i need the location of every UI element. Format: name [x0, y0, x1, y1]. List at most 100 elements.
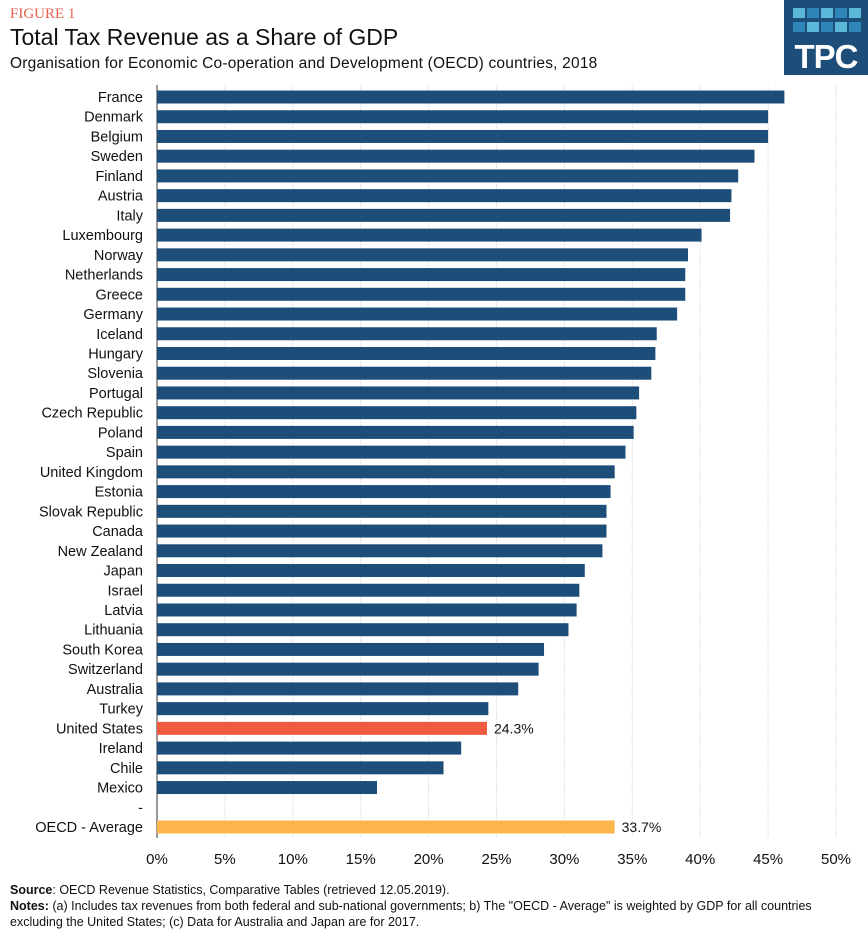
category-label: Netherlands: [65, 268, 143, 284]
category-label: Finland: [95, 169, 143, 185]
bar-luxembourg: [157, 228, 702, 242]
x-tick-label: 10%: [278, 851, 308, 868]
category-label: Slovenia: [87, 366, 144, 382]
category-label: -: [138, 800, 143, 816]
category-label: Luxembourg: [62, 228, 143, 244]
category-label: Slovak Republic: [39, 504, 143, 520]
logo-square: [821, 8, 833, 18]
logo-square: [807, 22, 819, 32]
bar-finland: [157, 169, 739, 183]
bar-austria: [157, 189, 732, 203]
bar-portugal: [157, 386, 640, 400]
data-label: 33.7%: [622, 819, 662, 835]
bar-switzerland: [157, 662, 539, 676]
category-label: Lithuania: [84, 623, 144, 639]
bar-united-kingdom: [157, 465, 615, 479]
category-label: Japan: [103, 564, 143, 580]
category-label: Hungary: [88, 346, 144, 362]
notes-label: Notes:: [10, 899, 49, 913]
bar-slovak-republic: [157, 504, 607, 518]
bar-turkey: [157, 702, 489, 716]
category-label: Belgium: [91, 129, 143, 145]
bar-lithuania: [157, 623, 569, 637]
chart-title: Total Tax Revenue as a Share of GDP: [10, 24, 399, 50]
bar-spain: [157, 445, 626, 459]
category-label: Sweden: [91, 149, 143, 165]
logo-square: [793, 22, 805, 32]
data-label: 24.3%: [494, 720, 534, 736]
bar-norway: [157, 248, 688, 262]
bar-estonia: [157, 485, 611, 499]
x-tick-label: 45%: [753, 851, 783, 868]
footer: Source: OECD Revenue Statistics, Compara…: [10, 882, 860, 930]
bar-greece: [157, 287, 686, 301]
category-label: Portugal: [89, 386, 143, 402]
bar-oecd-average: [157, 820, 615, 834]
bar-belgium: [157, 129, 769, 143]
bar-italy: [157, 208, 731, 222]
category-label: Poland: [98, 425, 143, 441]
bar-mexico: [157, 781, 377, 795]
tpc-logo: TPC: [784, 0, 868, 75]
category-label: Latvia: [104, 603, 144, 619]
logo-square: [849, 22, 861, 32]
bar-hungary: [157, 346, 656, 360]
bar-chart: 0% 5% 10% 15% 20% 25% 30% 35% 40% 45% 50% France Den…: [35, 85, 851, 868]
category-label: Norway: [94, 248, 144, 264]
category-label: Czech Republic: [41, 406, 143, 422]
bar-denmark: [157, 110, 769, 124]
bar-netherlands: [157, 268, 686, 282]
bar-new-zealand: [157, 544, 603, 558]
bar-iceland: [157, 327, 657, 341]
logo-square: [793, 8, 805, 18]
category-label: Ireland: [99, 741, 143, 757]
category-label: South Korea: [62, 642, 144, 658]
category-label: Australia: [87, 682, 144, 698]
category-label: United States: [56, 721, 143, 737]
bar-ireland: [157, 741, 462, 755]
bar-poland: [157, 425, 634, 439]
bar-germany: [157, 307, 678, 321]
category-label: Switzerland: [68, 662, 143, 678]
bar-united-states: [157, 721, 487, 735]
x-tick-label: 25%: [481, 851, 511, 868]
bar-sweden: [157, 149, 755, 163]
category-label: New Zealand: [58, 544, 143, 560]
category-label: United Kingdom: [40, 465, 143, 481]
logo-square: [849, 8, 861, 18]
x-tick-label: 40%: [685, 851, 715, 868]
logo-square: [835, 22, 847, 32]
x-tick-label: 0%: [146, 851, 168, 868]
bar-chile: [157, 761, 444, 775]
category-label: Mexico: [97, 781, 143, 797]
category-label: Canada: [92, 524, 144, 540]
bar-france: [157, 90, 785, 104]
notes-text: (a) Includes tax revenues from both fede…: [10, 899, 812, 929]
x-tick-label: 5%: [214, 851, 236, 868]
bar-latvia: [157, 603, 577, 617]
x-tick-label: 15%: [346, 851, 376, 868]
chart-subtitle: Organisation for Economic Co-operation a…: [10, 55, 598, 72]
logo-square: [835, 8, 847, 18]
source-label: Source: [10, 883, 53, 897]
x-tick-label: 20%: [414, 851, 444, 868]
category-label: Austria: [98, 189, 144, 205]
category-label: Greece: [95, 287, 143, 303]
bar-israel: [157, 583, 580, 597]
category-label: OECD - Average: [35, 820, 143, 836]
category-label: Denmark: [84, 110, 144, 126]
category-label: Estonia: [95, 485, 144, 501]
bar-australia: [157, 682, 519, 696]
source-text: : OECD Revenue Statistics, Comparative T…: [52, 883, 450, 897]
figure-label: FIGURE 1: [10, 6, 76, 22]
category-label: Spain: [106, 445, 143, 461]
x-tick-label: 30%: [549, 851, 579, 868]
category-label: Turkey: [99, 702, 144, 718]
bar-slovenia: [157, 366, 652, 380]
category-label: Germany: [83, 307, 143, 323]
logo-square: [821, 22, 833, 32]
x-tick-label: 50%: [821, 851, 851, 868]
bar-japan: [157, 564, 585, 578]
logo-square: [807, 8, 819, 18]
